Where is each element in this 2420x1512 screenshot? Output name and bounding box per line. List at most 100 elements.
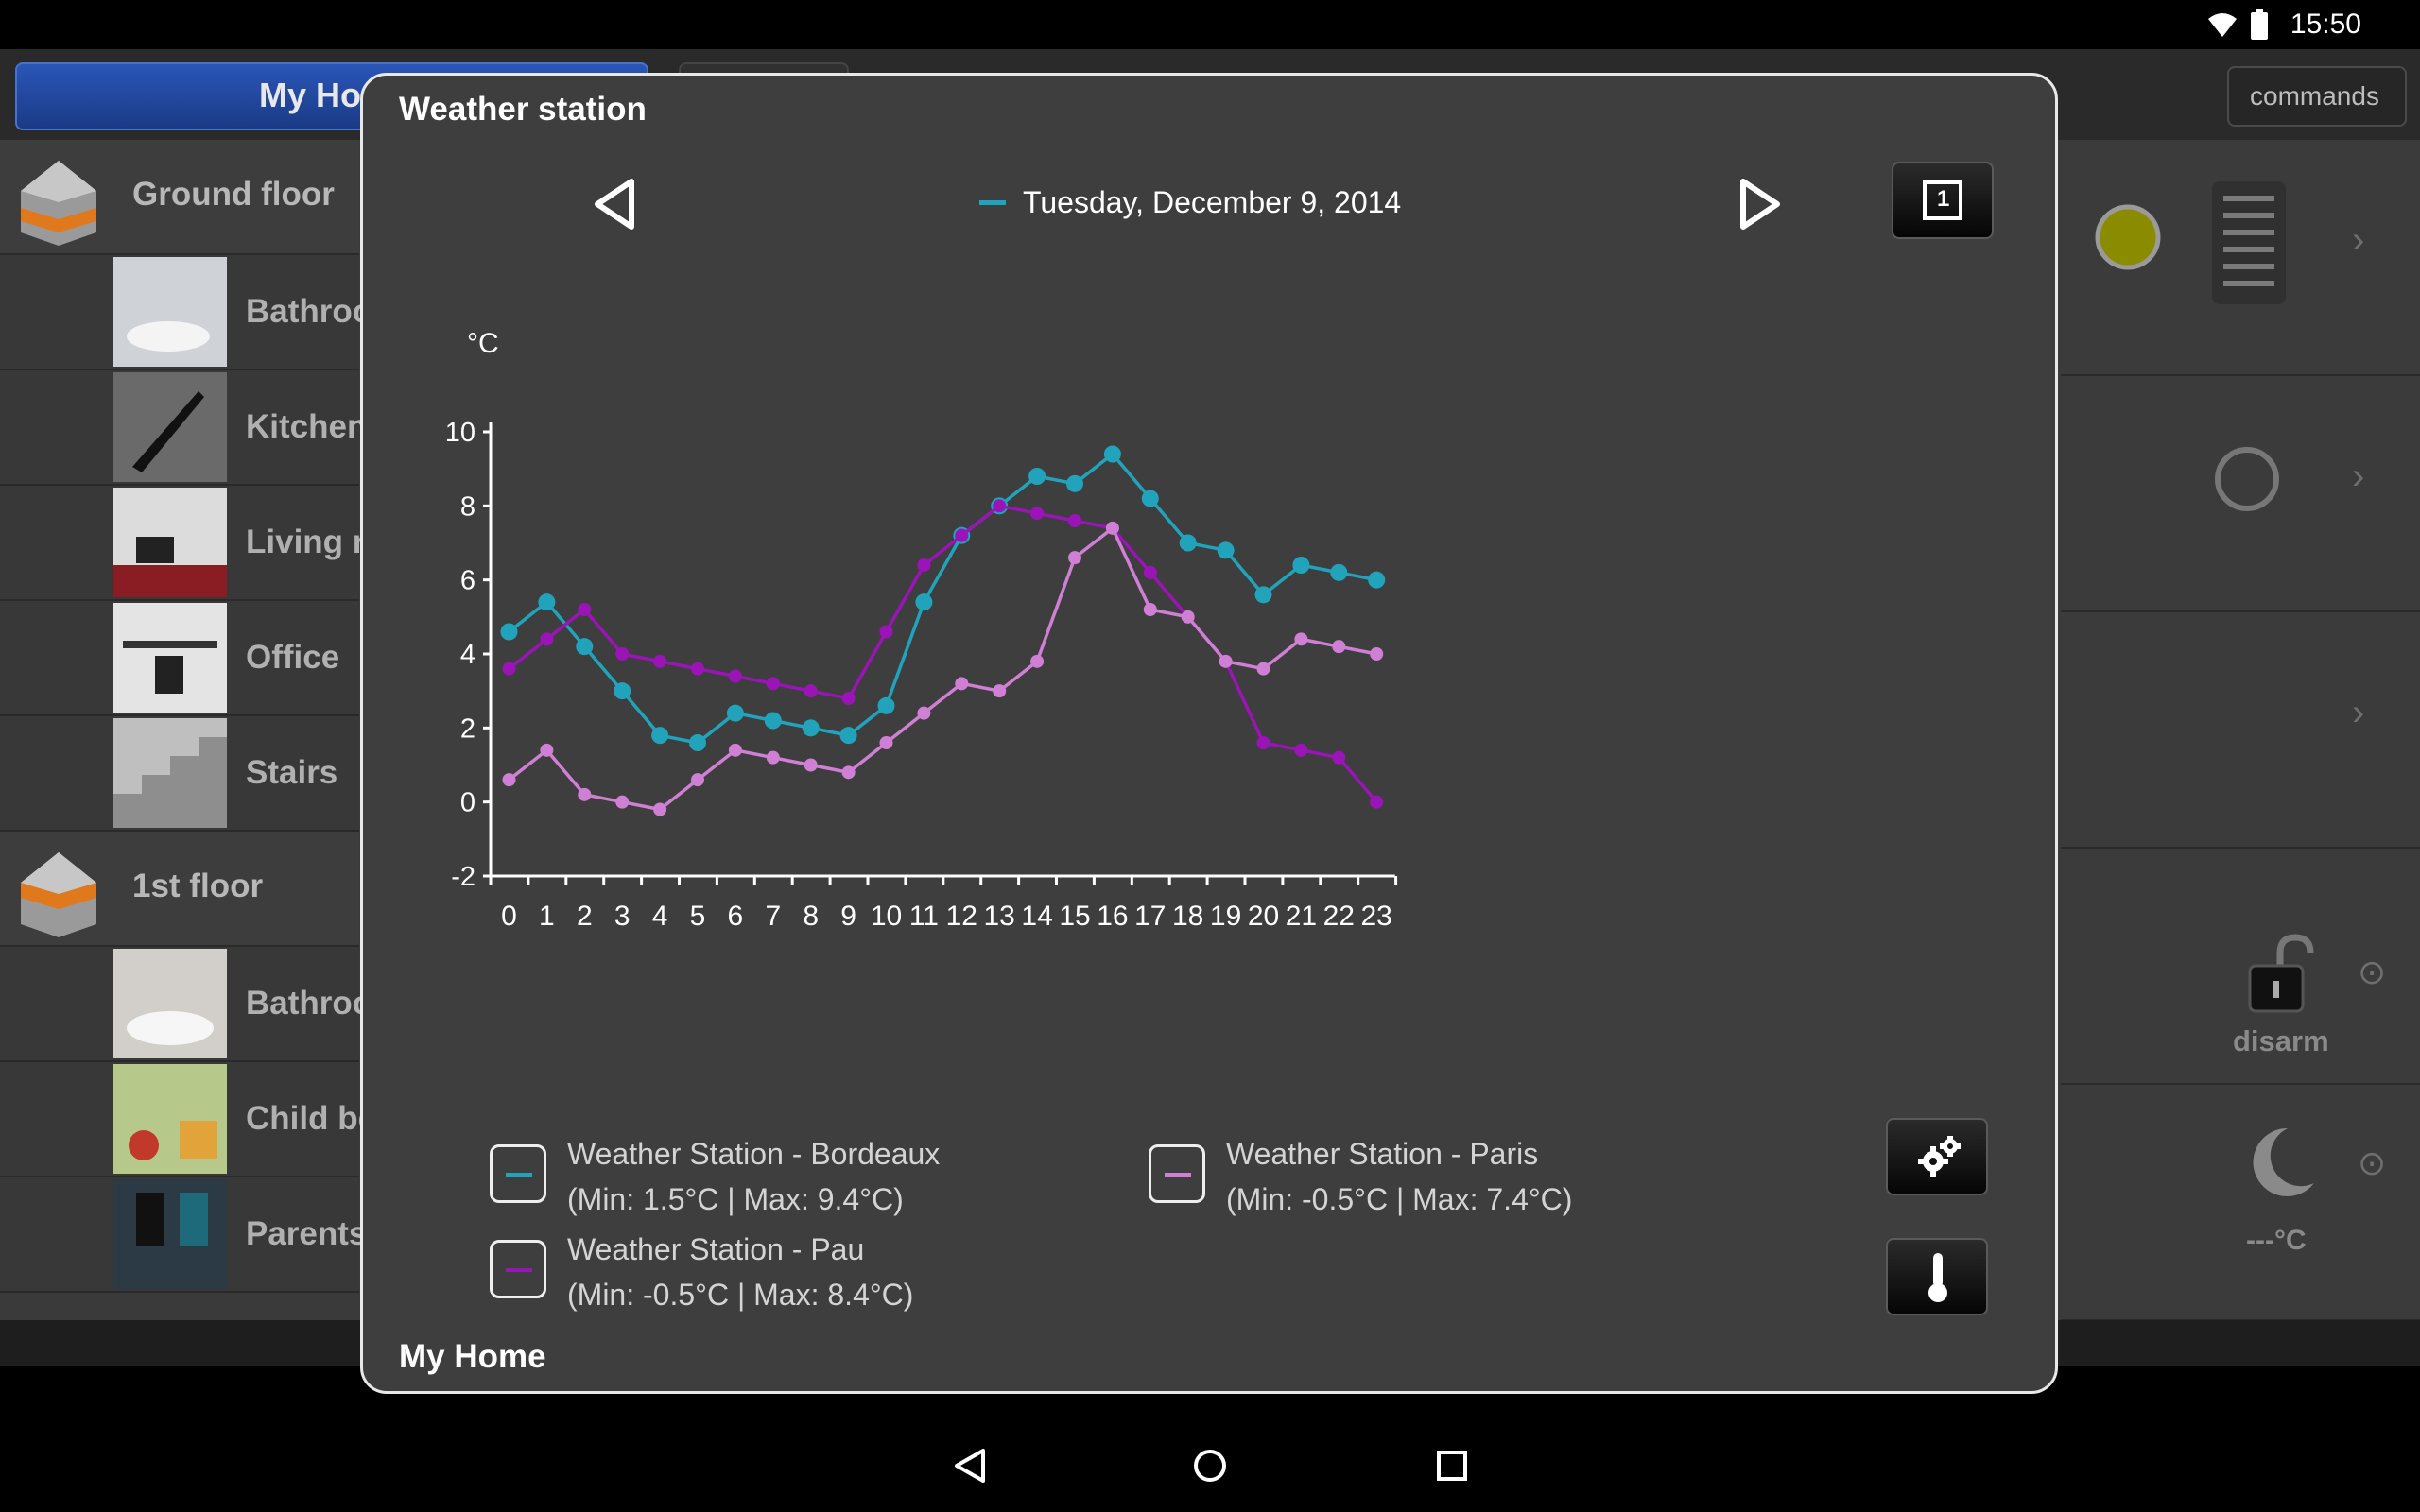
room-row[interactable]: Child bedroom: [0, 1062, 479, 1177]
x-tick-label: 21: [1286, 901, 1317, 932]
data-point: [653, 654, 667, 668]
house-icon: [21, 852, 96, 937]
x-tick-label: 14: [1021, 901, 1052, 932]
data-point: [578, 603, 592, 616]
data-point: [691, 662, 704, 676]
x-tick-label: 23: [1361, 901, 1392, 932]
x-tick-label: 17: [1134, 901, 1166, 932]
data-point: [955, 528, 969, 542]
x-tick-label: 5: [690, 901, 706, 932]
temperature-button[interactable]: [1886, 1238, 1988, 1315]
commands-button[interactable]: commands: [2227, 66, 2407, 127]
data-point: [1330, 563, 1348, 581]
data-point: [1368, 571, 1386, 589]
legend-range: (Min: -0.5°C | Max: 8.4°C): [567, 1278, 914, 1312]
data-point: [1370, 795, 1384, 809]
series-paris: [502, 521, 1384, 816]
x-tick-label: 22: [1323, 901, 1355, 932]
data-point: [691, 773, 704, 787]
room-label: Parents: [246, 1215, 368, 1252]
data-point: [615, 795, 630, 809]
recents-nav-icon[interactable]: [1433, 1447, 1471, 1485]
data-point: [1066, 474, 1083, 492]
data-point: [1256, 662, 1270, 676]
data-point: [1030, 507, 1045, 521]
data-point: [1332, 750, 1346, 765]
data-point: [1105, 521, 1119, 535]
toggle-circle-icon: [2215, 447, 2279, 511]
data-point: [1068, 514, 1081, 527]
data-point: [728, 743, 742, 757]
data-point: [540, 743, 554, 757]
data-point: [1143, 603, 1157, 616]
room-row[interactable]: Kitchen: [0, 370, 367, 486]
chevron-right-icon[interactable]: ›: [2352, 692, 2365, 733]
thermostat-row[interactable]: ---°C ⊙: [2061, 1085, 2420, 1321]
back-nav-icon[interactable]: [951, 1447, 989, 1485]
device-row[interactable]: ›: [2061, 376, 2420, 612]
data-point: [1217, 541, 1235, 559]
x-tick-label: 10: [871, 901, 902, 932]
y-tick-label: 2: [460, 713, 475, 744]
data-point: [877, 696, 895, 714]
device-row[interactable]: ›: [2061, 612, 2420, 849]
room-row[interactable]: Office: [0, 601, 359, 716]
house-icon: [21, 161, 96, 246]
battery-icon: [2250, 9, 2268, 40]
x-tick-label: 2: [577, 901, 593, 932]
series-line: [508, 452, 1377, 745]
room-row[interactable]: Bathroom: [0, 947, 402, 1062]
room-thumbnail: [113, 603, 227, 713]
next-day-icon[interactable]: [1734, 174, 1787, 234]
moon-icon: [2253, 1127, 2314, 1196]
temperature-value: ---°C: [2246, 1225, 2307, 1256]
data-point: [689, 734, 706, 751]
legend-swatch: [490, 1144, 546, 1203]
settings-button[interactable]: [1886, 1118, 1988, 1195]
day-view-button[interactable]: 1: [1892, 162, 1994, 239]
data-point: [839, 727, 857, 745]
y-tick-label: 4: [460, 640, 475, 670]
series-dash-marker: [979, 200, 1006, 205]
room-thumbnail: [113, 372, 227, 482]
previous-day-icon[interactable]: [588, 174, 641, 234]
x-tick-label: 20: [1248, 901, 1279, 932]
chevron-circle-icon[interactable]: ⊙: [2358, 953, 2387, 991]
room-thumbnail: [113, 257, 227, 367]
data-point: [841, 765, 856, 780]
alarm-row[interactable]: disarm ⊙: [2061, 849, 2420, 1085]
data-point: [915, 593, 933, 611]
data-point: [1370, 647, 1384, 661]
y-tick-label: -2: [451, 862, 475, 892]
data-point: [1028, 468, 1046, 485]
calendar-day-icon: [1923, 180, 1962, 220]
room-row[interactable]: Living room: [0, 486, 435, 601]
home-nav-icon[interactable]: [1191, 1447, 1229, 1485]
room-row[interactable]: Stairs: [0, 716, 359, 832]
data-point: [726, 704, 744, 722]
room-row[interactable]: Parents: [0, 1177, 367, 1293]
x-tick-label: 7: [765, 901, 781, 932]
legend-swatch: [1149, 1144, 1205, 1203]
device-pane: › › › disarm ⊙ ---°C ⊙: [2061, 140, 2420, 1321]
x-tick-label: 8: [803, 901, 819, 932]
data-point: [1294, 743, 1308, 757]
floor-row-first[interactable]: 1st floor: [0, 832, 359, 947]
data-point: [993, 499, 1007, 513]
floor-row-ground[interactable]: Ground floor: [0, 140, 359, 255]
device-row[interactable]: ›: [2061, 140, 2420, 376]
chevron-right-icon[interactable]: ›: [2352, 455, 2365, 497]
room-row[interactable]: Bathroom: [0, 255, 402, 370]
data-point: [728, 669, 742, 683]
data-point: [502, 773, 516, 787]
data-point: [653, 802, 667, 816]
y-tick-label: 0: [460, 788, 475, 818]
chevron-circle-icon[interactable]: ⊙: [2358, 1143, 2387, 1182]
data-point: [1294, 632, 1308, 646]
data-point: [1103, 445, 1121, 463]
room-thumbnail: [113, 1064, 227, 1174]
chevron-right-icon[interactable]: ›: [2352, 219, 2365, 261]
legend-line: [1165, 1173, 1191, 1177]
